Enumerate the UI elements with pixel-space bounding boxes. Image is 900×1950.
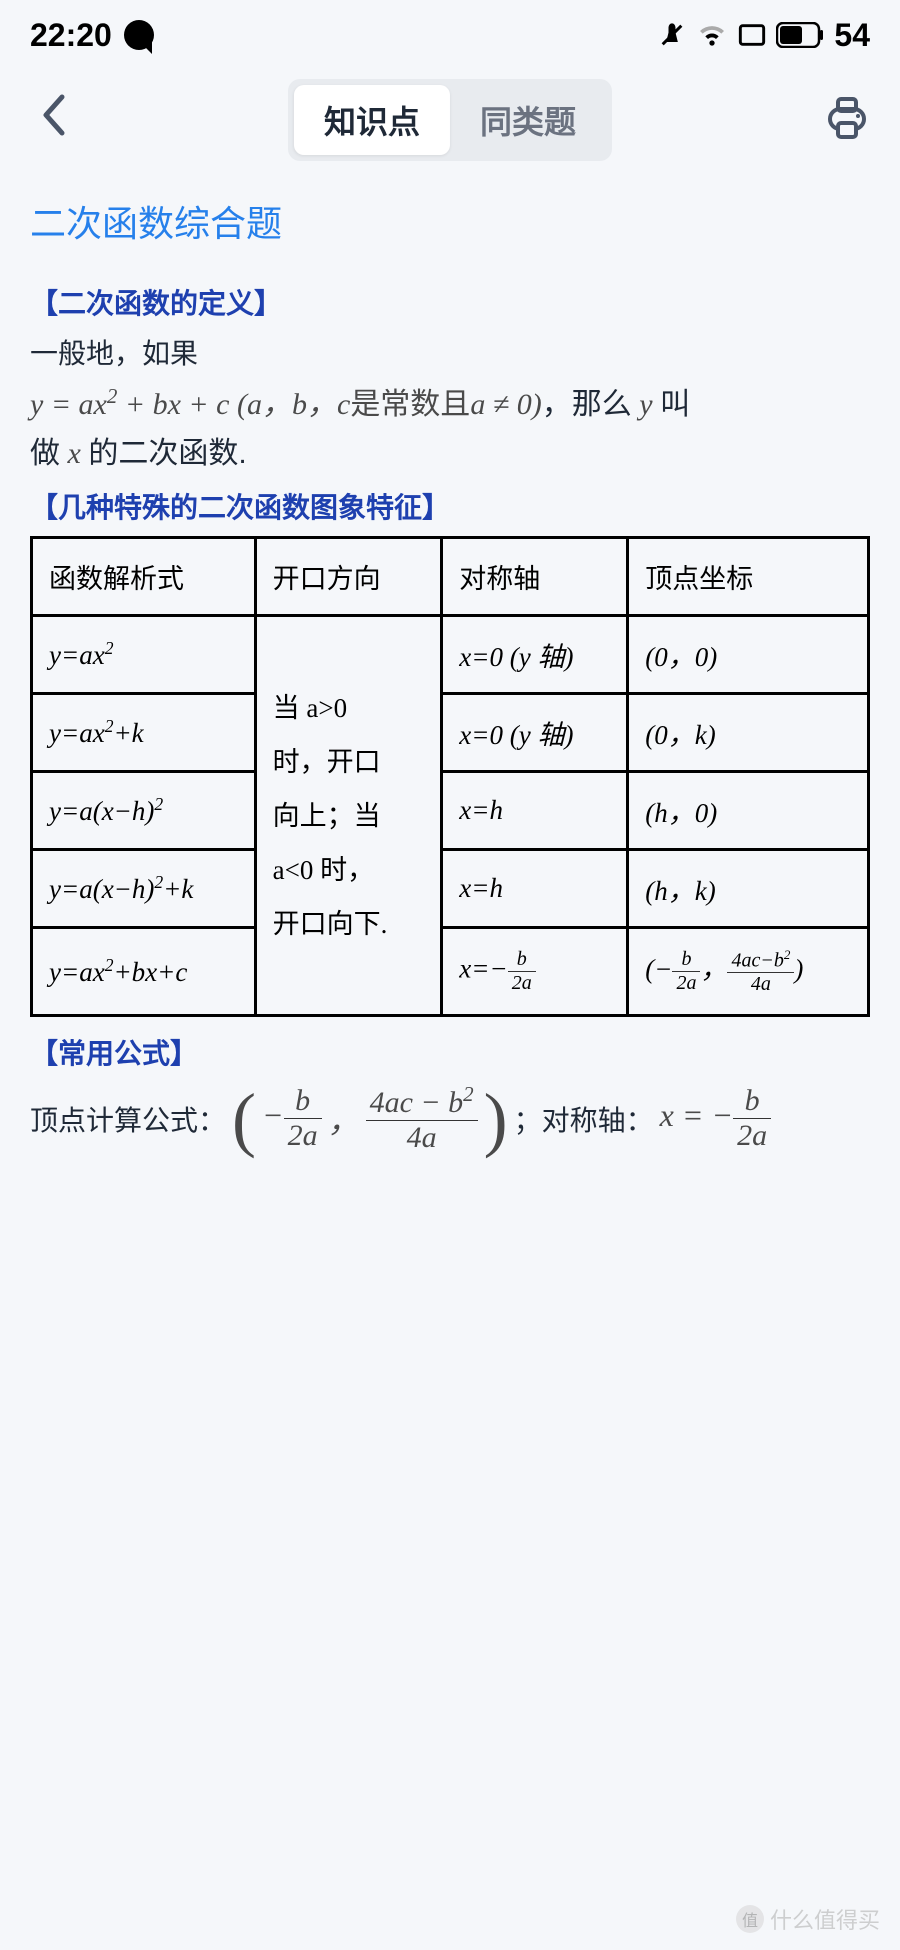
tab-group: 知识点 同类题 [288,79,612,161]
chat-icon [124,20,154,50]
section-formula-header: 【常用公式】 [30,1032,870,1072]
def-l2b: 的二次函数. [88,437,246,470]
cell-axis-3: x=h [442,771,628,849]
table-row: y=ax2+bx+c x=−b2a (−b2a，4ac−b24a) [32,927,869,1016]
watermark: 值 什么值得买 [736,1903,880,1935]
cell-vertex-1: (0，0) [628,615,869,693]
status-time: 22:20 [30,17,112,54]
th-direction: 开口方向 [255,537,442,615]
definition-formula: y = ax2 + bx + c (a，b，c是常数且a ≠ 0)，那么 y 叫 [30,381,870,427]
tab-knowledge[interactable]: 知识点 [294,85,450,155]
axis-label: ；对称轴： [514,1099,654,1139]
lparen: ( [232,1083,256,1155]
cell-axis-1: x=0 (y 轴) [442,615,628,693]
cell-vertex-3: (h，0) [628,771,869,849]
tab-similar[interactable]: 同类题 [450,85,606,155]
dir-l5: 开口向下. [273,897,425,951]
section-table-header: 【几种特殊的二次函数图象特征】 [30,486,870,526]
wifi-icon [696,21,728,49]
quadratic-table: 函数解析式 开口方向 对称轴 顶点坐标 y=ax2 当 a>0 时，开口 向上；… [30,536,870,1018]
mute-icon [658,21,686,49]
vertex-x: −b2a [262,1084,322,1153]
status-bar: 22:20 54 [0,0,900,70]
watermark-icon: 值 [736,1905,764,1933]
cell-direction: 当 a>0 时，开口 向上；当 a<0 时， 开口向下. [255,615,442,1016]
cell-axis-5: x=−b2a [442,927,628,1016]
def-cond-text: 是常数且 [350,388,470,421]
printer-icon [824,95,870,141]
th-axis: 对称轴 [442,537,628,615]
dir-l4: a<0 时， [273,843,425,897]
cell-expr-4: y=a(x−h)2+k [32,849,256,927]
comma: ， [328,1096,360,1142]
cell-vertex-2: (0，k) [628,693,869,771]
cell-expr-3: y=a(x−h)2 [32,771,256,849]
cell-expr-1: y=ax2 [32,615,256,693]
table-row: y=ax2+k x=0 (y 轴) (0，k) [32,693,869,771]
page-title[interactable]: 二次函数综合题 [30,180,870,272]
watermark-text: 什么值得买 [770,1903,880,1935]
signal-icon [738,23,766,47]
formula-row: 顶点计算公式： ( −b2a ， 4ac − b24a ) ；对称轴： x = … [30,1082,870,1155]
vertex-label: 顶点计算公式： [30,1099,226,1139]
table-row: y=ax2 当 a>0 时，开口 向上；当 a<0 时， 开口向下. x=0 (… [32,615,869,693]
definition-line2: 做 x 的二次函数. [30,431,870,476]
cell-axis-2: x=0 (y 轴) [442,693,628,771]
cell-vertex-4: (h，k) [628,849,869,927]
definition-intro: 一般地，如果 [30,332,870,377]
def-after2: 叫 [660,388,690,421]
cell-axis-4: x=h [442,849,628,927]
status-left: 22:20 [30,17,154,54]
back-button[interactable] [30,93,76,148]
status-right: 54 [658,17,870,54]
dir-l1: 当 a>0 [273,681,425,735]
def-l2a: 做 [30,437,60,470]
cell-expr-5: y=ax2+bx+c [32,927,256,1016]
cell-expr-2: y=ax2+k [32,693,256,771]
table-row: y=a(x−h)2+k x=h (h，k) [32,849,869,927]
top-nav: 知识点 同类题 [0,70,900,170]
rparen: ) [484,1083,508,1155]
dir-l2: 时，开口 [273,735,425,789]
battery-level: 54 [834,17,870,54]
print-button[interactable] [824,95,870,146]
cell-vertex-5: (−b2a，4ac−b24a) [628,927,869,1016]
axis-formula: x = −b2a [660,1084,771,1153]
def-after: ，那么 [542,388,632,421]
dir-l3: 向上；当 [273,789,425,843]
table-header-row: 函数解析式 开口方向 对称轴 顶点坐标 [32,537,869,615]
th-vertex: 顶点坐标 [628,537,869,615]
battery-icon [776,22,824,48]
vertex-y: 4ac − b24a [366,1082,478,1155]
th-expr: 函数解析式 [32,537,256,615]
content: 二次函数综合题 【二次函数的定义】 一般地，如果 y = ax2 + bx + … [0,170,900,1165]
table-row: y=a(x−h)2 x=h (h，0) [32,771,869,849]
section-definition-header: 【二次函数的定义】 [30,282,870,322]
